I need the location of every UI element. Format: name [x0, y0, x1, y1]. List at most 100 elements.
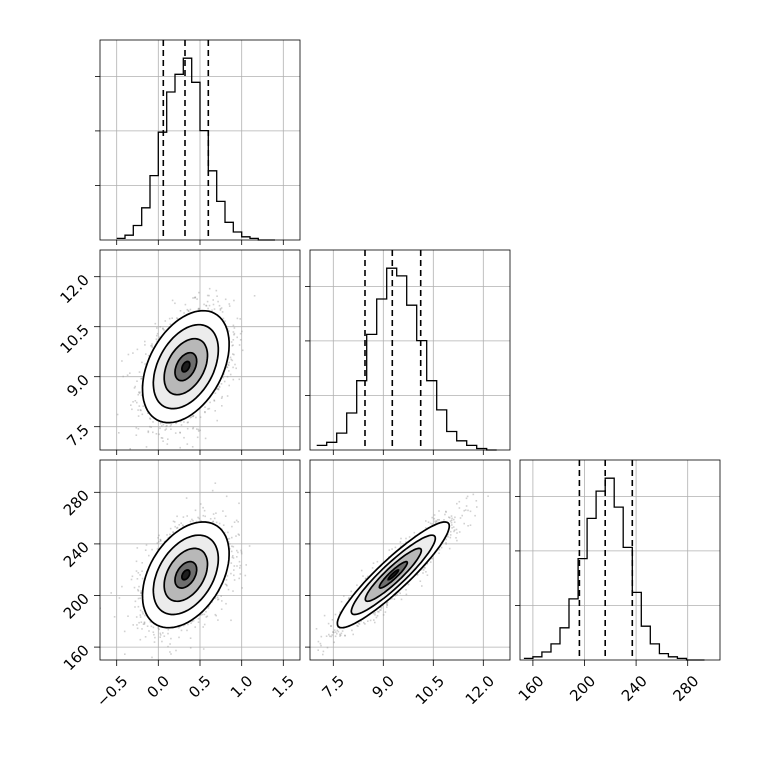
sample-point: [142, 405, 144, 407]
sample-point: [238, 378, 241, 381]
sample-point: [236, 317, 239, 320]
sample-point: [126, 374, 129, 376]
sample-point: [399, 541, 402, 543]
sample-point: [204, 515, 206, 518]
sample-point: [158, 541, 160, 543]
sample-point: [233, 574, 235, 577]
sample-point: [476, 506, 478, 508]
sample-point: [334, 613, 337, 616]
sample-point: [438, 510, 440, 512]
sample-point: [227, 588, 230, 591]
sample-point: [433, 514, 436, 516]
sample-point: [190, 416, 192, 418]
sample-point: [124, 653, 126, 655]
scatter-frame: [309, 459, 511, 661]
sample-point: [452, 526, 455, 528]
sample-point: [453, 529, 456, 531]
sample-point: [132, 352, 134, 354]
sample-point: [407, 583, 410, 586]
sample-point: [132, 401, 134, 403]
sample-point: [245, 564, 247, 566]
sample-point: [400, 537, 402, 540]
sample-point: [179, 432, 181, 434]
sample-point: [192, 426, 195, 429]
sample-point: [337, 630, 340, 633]
sample-point: [458, 507, 461, 509]
sample-point: [330, 635, 333, 638]
sample-point: [217, 619, 219, 621]
sample-point: [422, 569, 425, 571]
y-tick-label: 200: [60, 590, 93, 623]
sample-point: [212, 299, 214, 301]
sample-point: [192, 297, 194, 299]
sample-point: [221, 395, 223, 398]
sample-point: [209, 401, 211, 404]
sample-point: [137, 597, 140, 600]
sample-point: [450, 515, 453, 517]
sample-point: [204, 411, 206, 414]
sample-point: [139, 409, 142, 411]
sample-point: [179, 310, 182, 312]
sample-point: [233, 569, 235, 571]
sample-point: [215, 289, 218, 292]
sample-point: [366, 575, 369, 578]
sample-point: [203, 623, 206, 626]
sample-point: [206, 294, 209, 297]
sample-point: [205, 305, 208, 307]
sample-point: [222, 376, 224, 379]
sample-point: [157, 537, 159, 539]
sample-point: [214, 482, 217, 484]
sample-point: [244, 574, 247, 577]
x-tick-label: 0.0: [143, 672, 173, 702]
y-tick-label: 280: [60, 486, 93, 519]
sample-point: [121, 360, 123, 362]
sample-point: [136, 547, 139, 549]
sample-point: [331, 619, 334, 621]
sample-point: [220, 383, 223, 385]
sample-point: [340, 600, 343, 603]
sample-point: [213, 308, 216, 310]
sample-point: [451, 517, 453, 520]
sample-point: [363, 621, 365, 624]
sample-point: [416, 573, 419, 576]
sample-point: [212, 303, 215, 306]
sample-point: [150, 426, 152, 428]
sample-point: [198, 517, 201, 520]
sample-point: [141, 628, 143, 630]
sample-point: [164, 320, 167, 322]
sample-point: [172, 520, 175, 523]
sample-point: [445, 510, 447, 513]
sample-point: [386, 604, 388, 606]
sample-point: [357, 622, 360, 624]
sample-point: [223, 531, 226, 534]
sample-point: [215, 614, 217, 617]
sample-point: [135, 434, 138, 436]
sample-point: [217, 388, 220, 391]
sample-point: [189, 520, 192, 523]
sample-point: [221, 405, 223, 407]
sample-point: [162, 423, 165, 426]
sample-point: [192, 519, 194, 522]
sample-point: [374, 621, 376, 624]
sample-point: [217, 598, 220, 601]
sample-point: [137, 428, 140, 430]
x-tick-label: 1.5: [268, 672, 298, 702]
sample-point: [192, 415, 195, 417]
sample-point: [159, 539, 162, 541]
sample-point: [197, 621, 200, 623]
sample-point: [231, 359, 234, 362]
sample-point: [448, 516, 450, 518]
sample-point: [230, 341, 233, 343]
sample-point: [147, 354, 150, 357]
density-shading: [337, 522, 450, 628]
sample-point: [151, 548, 153, 551]
x-tick-label: 0.5: [185, 672, 215, 702]
sample-point: [132, 624, 134, 626]
sample-point: [155, 433, 158, 435]
sample-point: [328, 633, 330, 636]
sample-point: [227, 538, 229, 540]
sample-point: [137, 409, 139, 411]
sample-point: [240, 549, 242, 552]
sample-point: [214, 597, 217, 600]
